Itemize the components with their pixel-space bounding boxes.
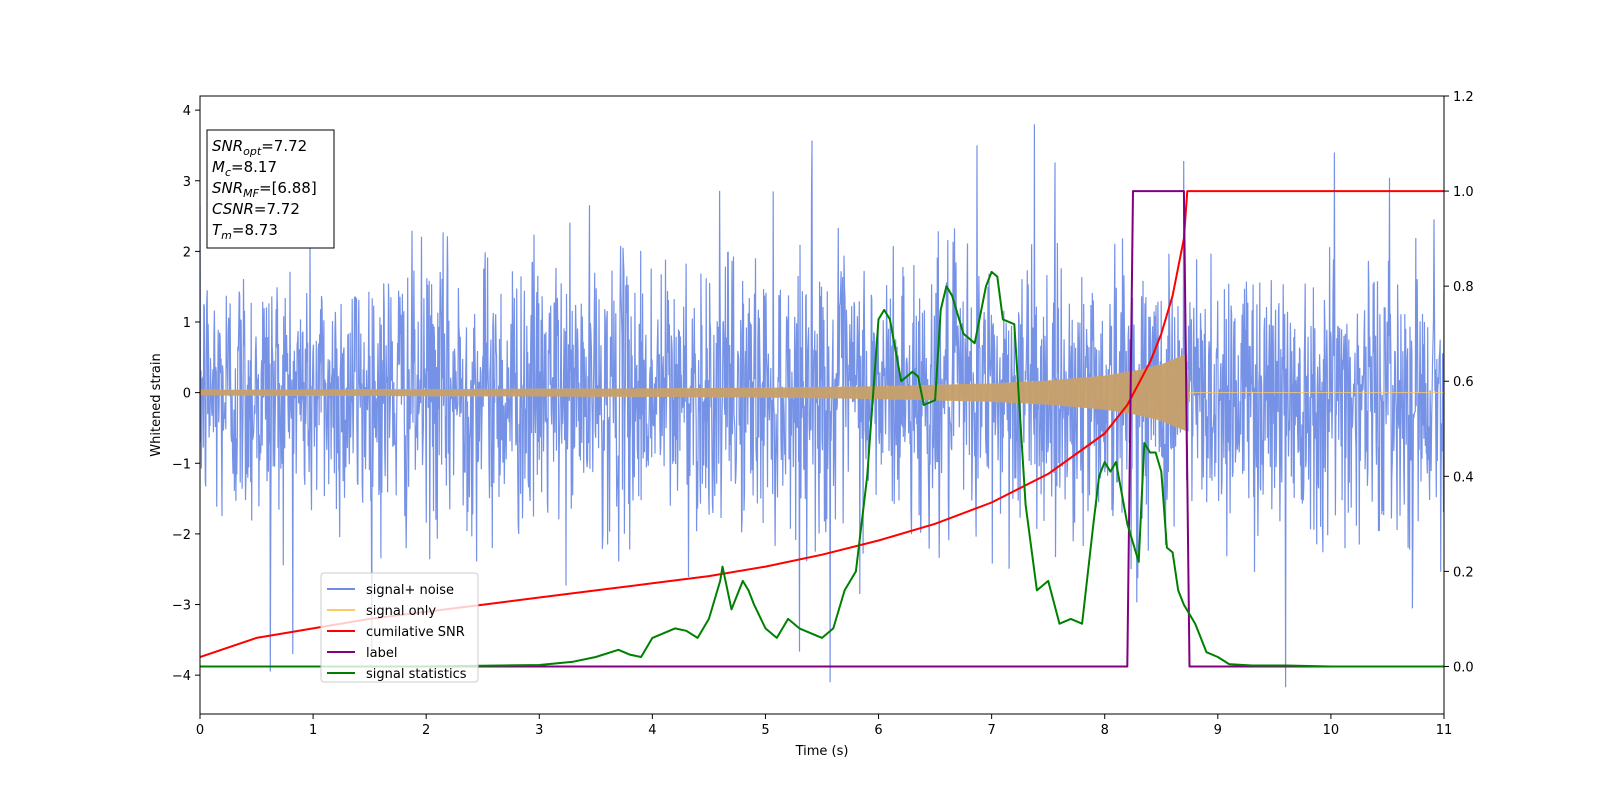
- x-tick-label: 4: [648, 723, 656, 738]
- x-tick-label: 10: [1323, 723, 1340, 738]
- y-right-tick-label: 0.2: [1453, 565, 1474, 580]
- y-axis-left: −4 −3 −2 −1 0 1 2 3 4: [172, 104, 200, 684]
- y-left-tick-label: 4: [183, 104, 191, 119]
- legend-frame: [320, 572, 479, 683]
- y-right-tick-label: 0.4: [1453, 470, 1474, 485]
- y-left-tick-label: −4: [172, 669, 191, 684]
- y-right-tick-label: 1.0: [1453, 185, 1474, 200]
- info-line: SNRMF=[6.88]: [212, 179, 317, 200]
- y-left-tick-label: 0: [183, 387, 191, 402]
- info-line: Mc=8.17: [212, 158, 277, 179]
- y-axis-right: 0.0 0.2 0.4 0.6 0.8 1.0 1.2: [1444, 90, 1474, 675]
- x-tick-label: 9: [1214, 723, 1222, 738]
- x-tick-label: 2: [422, 723, 430, 738]
- legend-label: label: [366, 646, 397, 661]
- signal-noise-series: [200, 124, 1444, 688]
- x-tick-label: 0: [196, 723, 204, 738]
- y-left-tick-label: −1: [172, 457, 191, 472]
- y-left-tick-label: −2: [172, 528, 191, 543]
- signal-noise-line: [200, 124, 1444, 688]
- y-right-tick-label: 0.8: [1453, 280, 1474, 295]
- label-line: [200, 190, 1444, 668]
- legend-label: signal+ noise: [366, 583, 454, 598]
- x-tick-label: 6: [874, 723, 882, 738]
- legend-label: signal only: [366, 604, 436, 619]
- x-tick-label: 5: [761, 723, 769, 738]
- y-right-tick-label: 0.0: [1453, 660, 1474, 675]
- legend: signal+ noise signal only cumilative SNR la…: [320, 572, 479, 683]
- info-box-frame: [206, 129, 335, 249]
- y-right-tick-label: 1.2: [1453, 90, 1474, 105]
- x-tick-label: 1: [309, 723, 317, 738]
- y-left-tick-label: −3: [172, 599, 191, 614]
- y-left-tick-label: 3: [183, 175, 191, 190]
- x-axis: 0 1 2 3 4 5 6 7 8 9 10 11: [196, 714, 1452, 738]
- x-tick-label: 7: [987, 723, 995, 738]
- x-axis-label: Time (s): [795, 744, 849, 759]
- signal-only-series: [200, 353, 1444, 432]
- info-line: SNRopt=7.72: [212, 137, 307, 158]
- signal-only-envelope: [200, 354, 1444, 431]
- signal-statistics-line: [200, 270, 1444, 668]
- x-tick-label: 11: [1436, 723, 1453, 738]
- y-left-tick-label: 2: [183, 245, 191, 260]
- info-line: Tm=8.73: [212, 221, 278, 242]
- legend-label: signal statistics: [366, 667, 467, 682]
- x-tick-label: 3: [535, 723, 543, 738]
- x-tick-label: 8: [1101, 723, 1109, 738]
- y-left-tick-label: 1: [183, 316, 191, 331]
- info-line: CSNR=7.72: [212, 200, 300, 218]
- y-right-tick-label: 0.6: [1453, 375, 1474, 390]
- legend-label: cumilative SNR: [366, 625, 465, 640]
- y-axis-left-label: Whitened strain: [149, 353, 164, 456]
- plot-frame: [199, 95, 1445, 715]
